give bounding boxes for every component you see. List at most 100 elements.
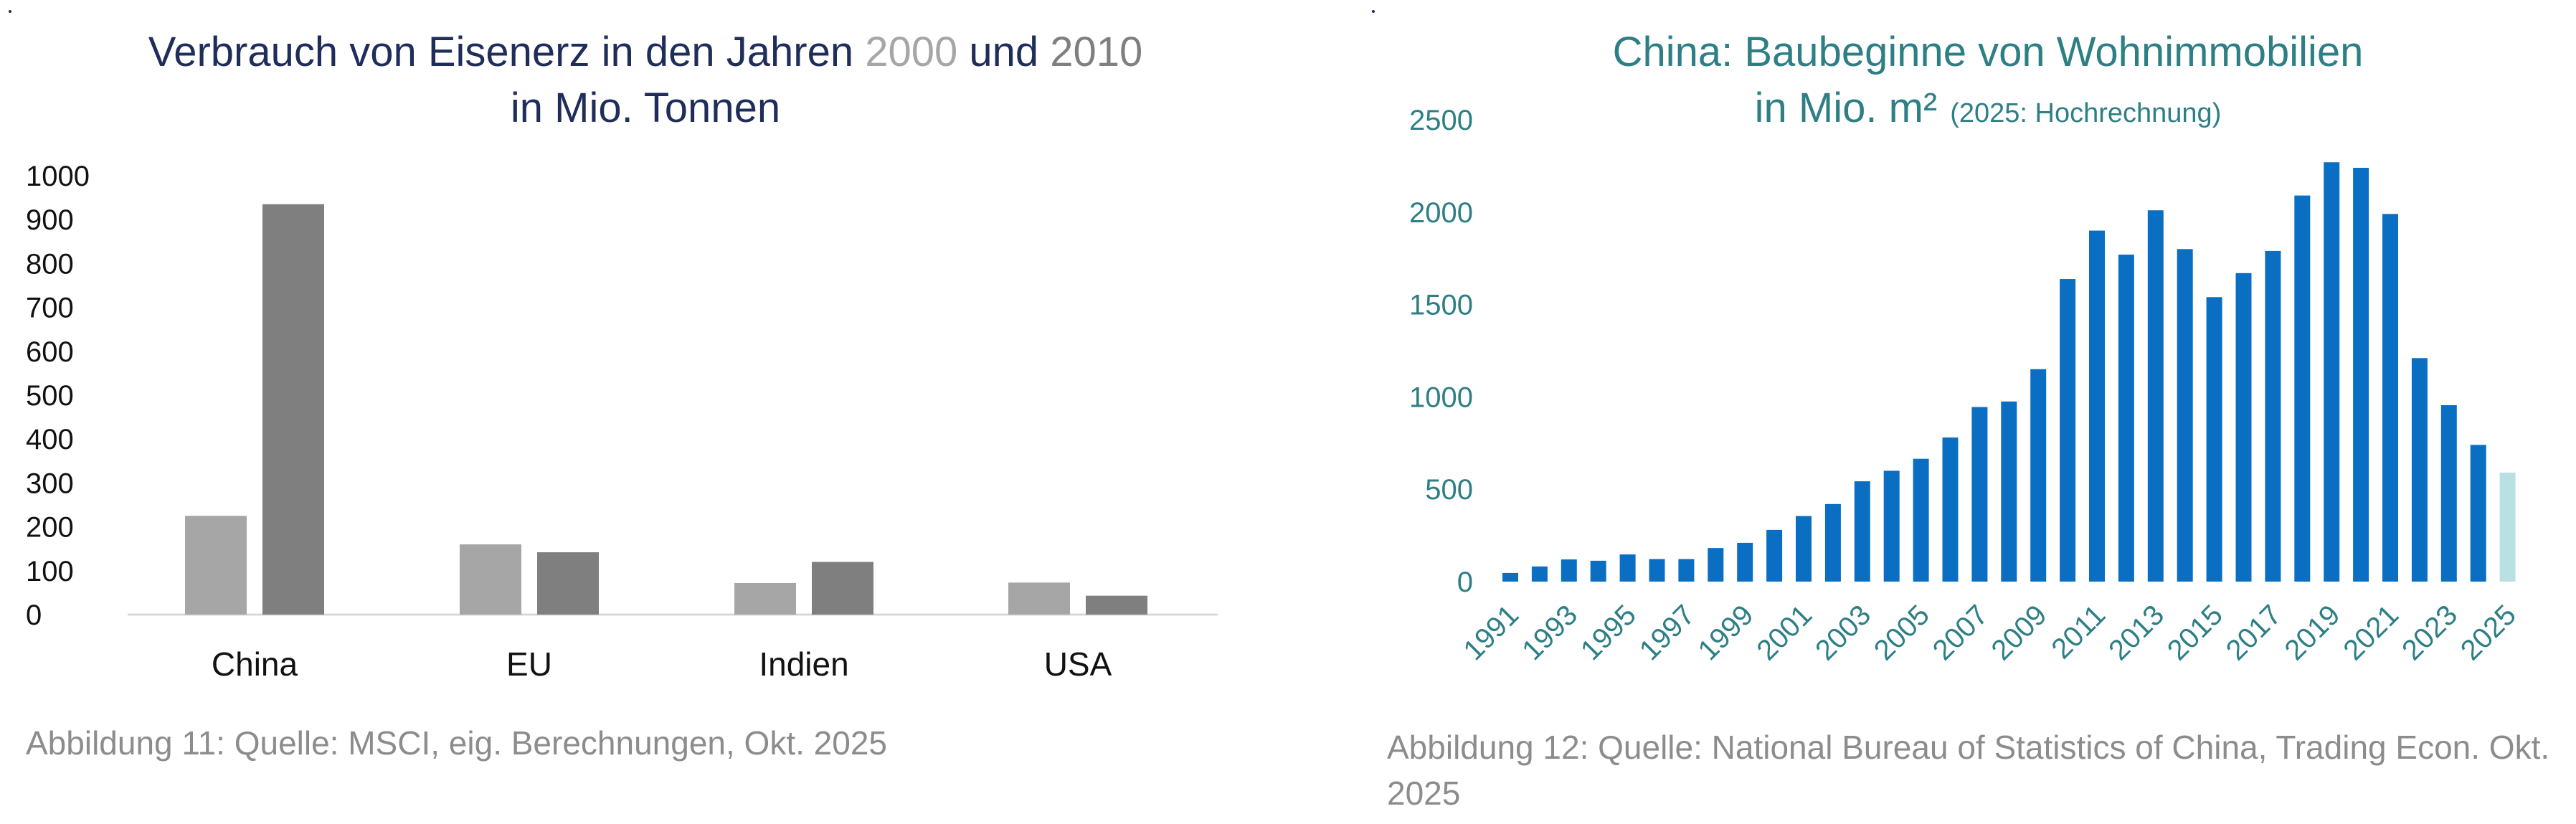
category-label: Indien (759, 645, 848, 683)
chart-title-line1: Verbrauch von Eisenerz in den Jahren 200… (148, 29, 1143, 75)
bar-china-2000 (185, 516, 247, 615)
bar-usa-2000 (1008, 582, 1070, 615)
x-tick-label: 2015 (2161, 599, 2229, 666)
x-tick-label: 2021 (2337, 599, 2405, 666)
bar-1996 (1649, 559, 1665, 582)
bar-usa-2010 (1086, 595, 1147, 615)
y-tick-label: 1000 (1409, 382, 1473, 413)
x-tick-label: 2017 (2220, 599, 2288, 666)
y-tick-label: 2000 (1409, 197, 1473, 229)
bar-2020 (2353, 167, 2369, 582)
bar-2004 (1883, 470, 1900, 582)
y-tick-label: 500 (26, 380, 74, 412)
title-year-2010: 2010 (1050, 29, 1142, 75)
y-tick-label: 300 (26, 468, 74, 499)
y-tick-label: 100 (26, 556, 74, 587)
category-label: EU (506, 645, 552, 683)
y-tick-label: 500 (1425, 474, 1473, 506)
title-year-2000: 2000 (865, 29, 957, 75)
y-tick-label: 400 (26, 424, 74, 455)
x-tick-label: 1999 (1692, 599, 1760, 666)
y-tick-label: 200 (26, 512, 74, 544)
x-tick-label: 2023 (2396, 599, 2463, 666)
category-labels: China EU Indien USA (212, 645, 1112, 683)
y-axis-ticks: 0 100 200 300 400 500 600 700 800 900 1000 (26, 161, 90, 631)
bar-2023 (2440, 404, 2457, 582)
chart-title-line1: China: Baubeginne von Wohnimmobilien (1613, 29, 2364, 75)
bar-2016 (2235, 273, 2252, 582)
bars (1502, 162, 2516, 582)
bar-2025 (2499, 473, 2516, 582)
title-text-2: und (957, 29, 1050, 75)
bar-2006 (1942, 437, 1959, 582)
bar-1999 (1737, 542, 1753, 582)
y-tick-label: 0 (26, 600, 42, 631)
title-note: (2025: Hochrechnung) (1950, 98, 2221, 128)
x-tick-label: 2003 (1809, 599, 1877, 666)
y-tick-label: 900 (26, 204, 74, 236)
caption-fig12-line2: 2025 (1387, 775, 1460, 812)
bar-indien-2000 (734, 582, 796, 615)
bar-1992 (1531, 566, 1548, 582)
category-label: USA (1044, 645, 1112, 683)
bar-2024 (2470, 445, 2486, 582)
title-unit: in Mio. m² (1755, 85, 1938, 131)
x-tick-label: 1991 (1457, 599, 1525, 666)
bar-2019 (2324, 162, 2340, 582)
y-tick-label: 0 (1457, 567, 1473, 598)
bar-1994 (1590, 560, 1606, 582)
corner-dot (1372, 10, 1375, 13)
bar-2017 (2265, 250, 2281, 582)
bar-2014 (2177, 249, 2193, 582)
x-axis-labels: 1991199319951997199920012003200520072009… (1457, 599, 2522, 666)
caption-fig12-line1: Abbildung 12: Quelle: National Bureau of… (1387, 729, 2549, 766)
bar-eu-2000 (460, 544, 521, 615)
bar-2008 (2001, 401, 2017, 582)
x-tick-label: 1993 (1516, 599, 1583, 666)
bar-1995 (1619, 554, 1636, 582)
bar-1998 (1708, 548, 1724, 582)
bar-2010 (2060, 279, 2076, 582)
housing-starts-chart: China: Baubeginne von Wohnimmobilien in … (1387, 29, 2549, 812)
bar-2013 (2147, 210, 2164, 582)
y-tick-label: 600 (26, 336, 74, 368)
x-tick-label: 1995 (1575, 599, 1642, 666)
bar-1991 (1502, 572, 1518, 582)
bar-2012 (2118, 255, 2134, 582)
y-tick-label: 800 (26, 248, 74, 280)
x-tick-label: 2001 (1751, 599, 1818, 666)
bar-2005 (1913, 458, 1929, 582)
x-tick-label: 2013 (2103, 599, 2170, 666)
category-label: China (212, 645, 298, 683)
bar-2009 (2030, 369, 2047, 582)
y-tick-label: 1000 (26, 161, 90, 192)
y-tick-label: 2500 (1409, 105, 1473, 136)
chart-title-line2: in Mio. m² (2025: Hochrechnung) (1755, 85, 2222, 131)
y-axis-ticks: 0 500 1000 1500 2000 2500 (1409, 105, 1473, 598)
bar-1993 (1561, 559, 1577, 582)
bar-2018 (2294, 195, 2311, 582)
bars (185, 204, 1147, 615)
chart-title-line2: in Mio. Tonnen (511, 85, 780, 131)
bar-2002 (1824, 503, 1841, 582)
y-tick-label: 1500 (1409, 290, 1473, 321)
bar-2001 (1796, 516, 1812, 582)
x-tick-label: 2019 (2279, 599, 2347, 666)
bar-2015 (2206, 297, 2222, 582)
bar-2011 (2089, 230, 2105, 582)
bar-2003 (1854, 481, 1870, 582)
iron-ore-chart: Verbrauch von Eisenerz in den Jahren 200… (26, 29, 1218, 762)
bar-2022 (2411, 358, 2428, 582)
x-tick-label: 2009 (1986, 599, 2053, 666)
bar-indien-2010 (812, 562, 873, 615)
bar-2007 (1971, 407, 1988, 582)
corner-dot (9, 10, 11, 13)
caption-fig11: Abbildung 11: Quelle: MSCI, eig. Berechn… (26, 724, 887, 762)
x-tick-label: 1997 (1634, 599, 1701, 666)
bar-1997 (1678, 559, 1695, 582)
title-text-1: Verbrauch von Eisenerz in den Jahren (148, 29, 866, 75)
bar-eu-2010 (537, 552, 599, 615)
x-tick-label: 2007 (1927, 599, 1994, 666)
x-tick-label: 2005 (1868, 599, 1936, 666)
